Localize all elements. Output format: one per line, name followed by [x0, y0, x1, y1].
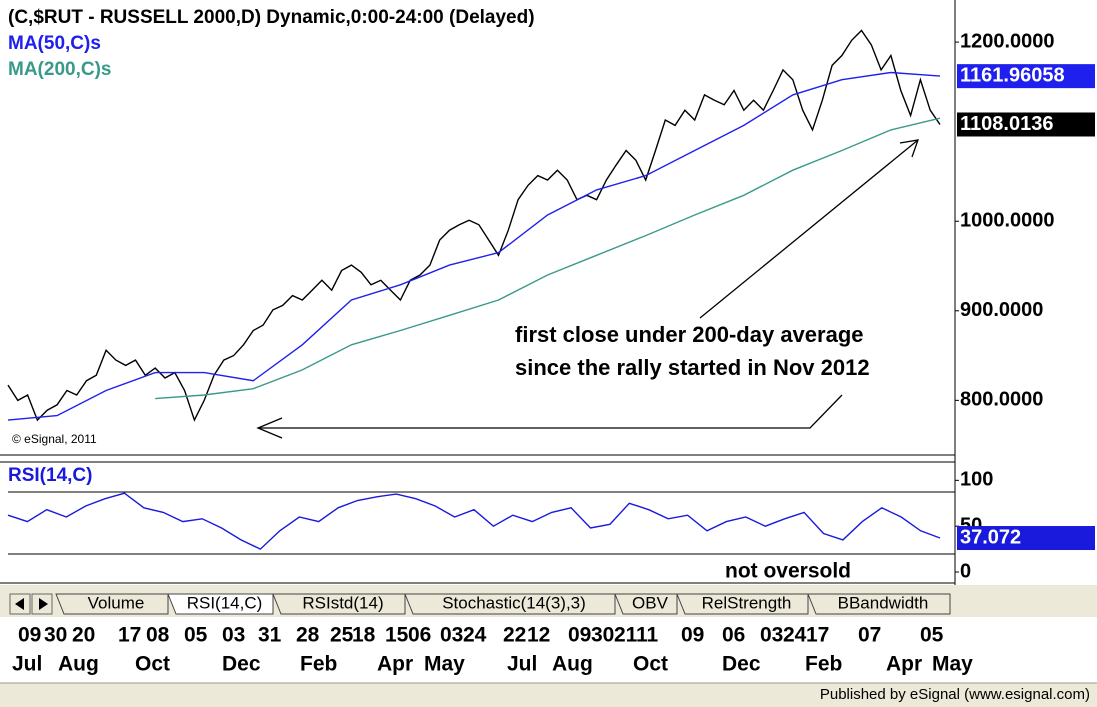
series-line — [7, 29, 941, 422]
last-value-box — [957, 112, 1095, 137]
footer-bar — [0, 683, 1097, 707]
x-day-label: 03 — [222, 624, 245, 647]
x-day-label: 06 — [722, 624, 745, 647]
x-day-label: 31 — [258, 624, 282, 647]
x-month-label: Jul — [12, 653, 42, 676]
x-day-label: 06 — [408, 624, 431, 647]
tab[interactable] — [614, 593, 678, 615]
x-day-label: 28 — [296, 624, 320, 647]
x-day-label: 17 — [806, 624, 829, 647]
tab[interactable] — [167, 593, 274, 615]
x-day-label: 22 — [503, 624, 526, 647]
x-day-label: 08 — [146, 624, 170, 647]
y-tick-label: 800.0000 — [960, 389, 1043, 411]
x-month-label: May — [424, 653, 465, 676]
footer: Published by eSignal (www.esignal.com) — [820, 686, 1090, 703]
x-day-label: 07 — [858, 624, 881, 647]
tab-label: RSI(14,C) — [187, 593, 263, 612]
x-day-label: 05 — [184, 624, 208, 647]
y-tick-label: 1200.0000 — [960, 30, 1055, 52]
tab-label: RelStrength — [702, 593, 792, 612]
legend-entry: MA(50,C)s — [8, 33, 101, 54]
y-tick-label: 900.0000 — [960, 299, 1043, 321]
arrow-head — [256, 417, 283, 439]
x-day-label: 09 — [681, 624, 704, 647]
x-month-label: Aug — [552, 653, 593, 676]
x-month-label: Aug — [58, 653, 99, 676]
last-value-box — [957, 64, 1095, 89]
x-month-label: Oct — [633, 653, 668, 676]
x-month-label: May — [932, 653, 973, 676]
y-tick-label: 100 — [960, 469, 993, 491]
x-day-label: 30 — [44, 624, 67, 647]
x-day-label: 12 — [527, 624, 550, 647]
tab[interactable] — [676, 593, 809, 615]
x-month-label: Dec — [722, 653, 761, 676]
annotation-arrow — [258, 394, 843, 429]
x-day-label: 24 — [463, 624, 487, 647]
series-line — [155, 117, 941, 400]
series-line — [7, 492, 941, 550]
rsi-title: RSI(14,C) — [8, 465, 92, 486]
tab[interactable] — [272, 593, 406, 615]
annotation: not oversold — [725, 560, 851, 583]
annotation: since the rally started in Nov 2012 — [515, 355, 870, 380]
scroll-right-icon — [39, 598, 48, 610]
x-day-label: 09 — [568, 624, 591, 647]
annotation-arrow — [699, 139, 919, 319]
x-day-label: 25 — [330, 624, 354, 647]
tab-label: Volume — [88, 593, 145, 612]
series-line — [7, 71, 941, 421]
x-day-label: 09 — [18, 624, 41, 647]
scroll-left-icon — [15, 598, 24, 610]
x-month-label: Jul — [507, 653, 537, 676]
tab-label: OBV — [632, 593, 669, 612]
x-day-label: 15 — [385, 624, 409, 647]
tab[interactable] — [807, 593, 951, 615]
x-month-label: Apr — [886, 653, 922, 676]
legend-entry: MA(200,C)s — [8, 59, 111, 80]
tab[interactable] — [55, 593, 169, 615]
x-day-label: 24 — [783, 624, 807, 647]
x-month-label: Feb — [300, 653, 337, 676]
annotation: first close under 200-day average — [515, 322, 864, 347]
arrow-head — [899, 139, 919, 158]
x-day-label: 05 — [920, 624, 944, 647]
copyright: © eSignal, 2011 — [12, 432, 97, 446]
last-value-box — [957, 526, 1095, 551]
tab-label: RSIstd(14) — [302, 593, 383, 612]
x-day-label: 03 — [760, 624, 783, 647]
x-day-label: 17 — [118, 624, 141, 647]
x-month-label: Oct — [135, 653, 170, 676]
tab-label: BBandwidth — [838, 593, 929, 612]
x-month-label: Apr — [377, 653, 413, 676]
chart-title: (C,$RUT - RUSSELL 2000,D) Dynamic,0:00-2… — [8, 7, 535, 28]
x-month-label: Feb — [805, 653, 842, 676]
tab-label: Stochastic(14(3),3) — [442, 593, 586, 612]
x-day-label: 20 — [72, 624, 95, 647]
last-value-label: 1161.96058 — [960, 64, 1065, 86]
x-day-label: 03 — [440, 624, 463, 647]
last-value-label: 37.072 — [960, 526, 1021, 548]
x-day-label: 30 — [591, 624, 614, 647]
y-tick-label: 0 — [960, 560, 971, 582]
x-day-label: 21 — [614, 624, 638, 647]
x-day-label: 18 — [352, 624, 376, 647]
y-tick-label: 1000.0000 — [960, 210, 1055, 232]
x-month-label: Dec — [222, 653, 261, 676]
tab[interactable] — [404, 593, 616, 615]
last-value-label: 1108.0136 — [960, 113, 1053, 135]
x-day-label: 11 — [636, 624, 659, 647]
